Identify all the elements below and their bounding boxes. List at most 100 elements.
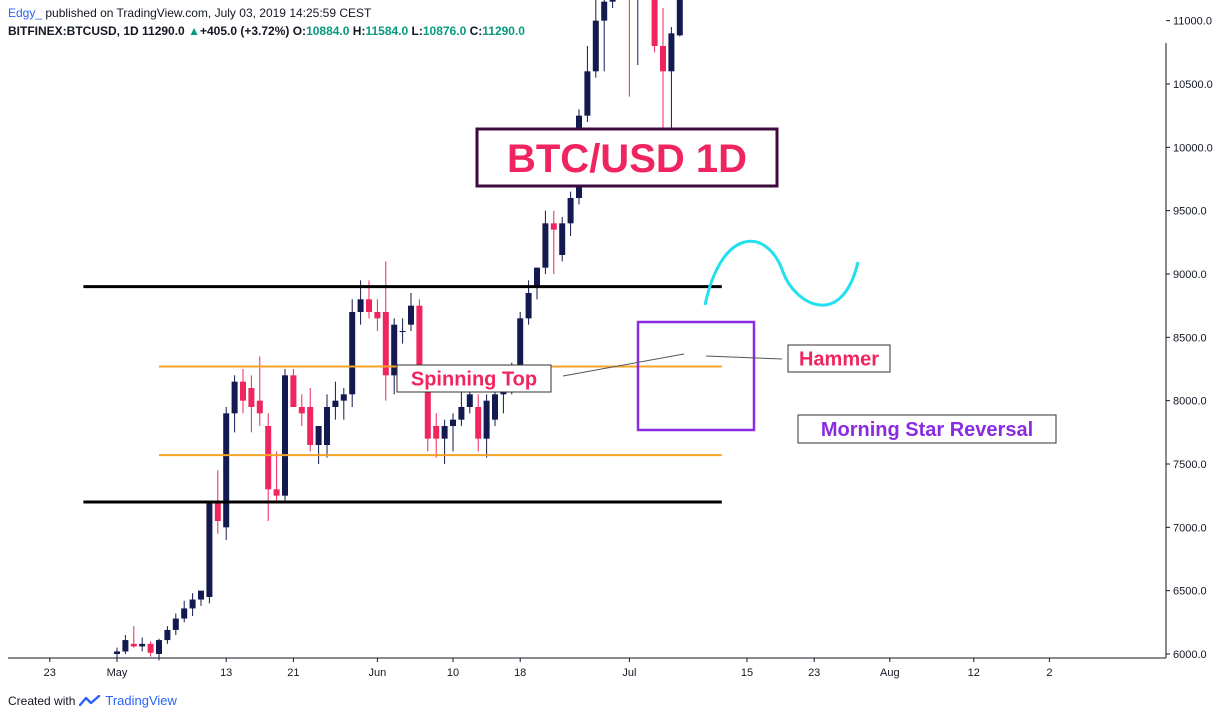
time-tick-label: 10 [447, 667, 459, 679]
candle-body [534, 267, 540, 287]
price-tick-label: 9000.0 [1173, 269, 1207, 281]
candle [181, 600, 188, 623]
candle-body [458, 406, 465, 420]
low-value: 10876.0 [422, 24, 467, 38]
candle-body [492, 394, 498, 420]
candle [273, 451, 280, 502]
candle [382, 261, 389, 401]
time-tick-label: 15 [741, 667, 753, 679]
candle-body [164, 629, 171, 641]
chart-header: Edgy_ published on TradingView.com, July… [8, 4, 525, 40]
time-tick-label: Jun [369, 667, 387, 679]
time-tick-label: 23 [44, 667, 56, 679]
spinning-top-label: Spinning Top [396, 364, 552, 393]
high-value: 11584.0 [365, 24, 409, 38]
time-tick-label: 13 [220, 667, 232, 679]
time-tick-label: 21 [287, 667, 299, 679]
candle [559, 216, 566, 262]
title-text: BTC/USD 1D [507, 137, 747, 181]
candle-body [214, 501, 221, 521]
hammer-label: Hammer [787, 344, 891, 373]
candle-body [475, 406, 482, 439]
candle-body [340, 394, 347, 401]
candle-body [130, 643, 137, 647]
candle [628, 0, 630, 97]
time-tick-label: Jul [622, 667, 636, 679]
candle-body [139, 643, 146, 647]
candle [592, 0, 599, 78]
candle-body [441, 425, 448, 439]
candle-body [231, 381, 238, 414]
candle-body [256, 400, 263, 414]
hammer-label-text: Hammer [799, 349, 879, 371]
morning-star-label-text: Morning Star Reversal [821, 419, 1033, 441]
candle [458, 387, 465, 426]
candle [332, 381, 339, 420]
annotations-layer: BTC/USD 1D Spinning Top Hammer Morning Star… [396, 127, 1057, 444]
time-tick-label: 12 [968, 667, 980, 679]
author-link[interactable]: Edgy_ [8, 6, 43, 20]
candle [156, 638, 162, 661]
price-tick-label: 9500.0 [1173, 206, 1207, 218]
candle-body [660, 45, 666, 72]
change-arrow-icon: ▲ [188, 24, 200, 38]
candle-body [391, 324, 398, 376]
candle-body [114, 651, 120, 654]
candle [248, 375, 255, 433]
low-label: L: [411, 24, 423, 38]
publish-line: Edgy_ published on TradingView.com, July… [8, 4, 525, 22]
spinning-top-connector [562, 353, 685, 377]
candle-body [282, 375, 288, 496]
symbol-line: BITFINEX:BTCUSD, 1D 11290.0 ▲+405.0 (+3.… [8, 22, 525, 40]
morning-star-box [636, 320, 756, 432]
candle [324, 394, 330, 458]
candles-layer [114, 0, 683, 661]
price-change: +405.0 (+3.72%) [199, 24, 290, 38]
candle-body [189, 599, 196, 609]
last-price: 11290.0 [142, 24, 185, 38]
candle [542, 210, 549, 274]
candle [198, 590, 204, 606]
candle-body [240, 381, 246, 401]
projection-wave [703, 239, 860, 307]
candle [256, 356, 263, 426]
candle-body [265, 425, 272, 490]
candle-body [399, 330, 406, 332]
tradingview-brand-link[interactable]: TradingView [105, 693, 177, 708]
chart-title: BTC/USD 1D [475, 127, 779, 188]
candle-body [366, 299, 372, 312]
candle-body [298, 406, 305, 414]
candle [147, 641, 154, 657]
candle-body [567, 197, 574, 224]
candle [651, 0, 658, 53]
price-tick-label: 6000.0 [1173, 649, 1207, 661]
candle [391, 318, 398, 395]
candle-body [416, 305, 423, 376]
publish-info: published on TradingView.com, July 03, 2… [45, 6, 372, 20]
candle [122, 634, 129, 654]
candle-body [466, 394, 473, 407]
candle-body [273, 489, 280, 496]
spinning-top-label-text: Spinning Top [411, 369, 537, 391]
close-label: C: [469, 24, 483, 38]
symbol-name[interactable]: BITFINEX:BTCUSD, 1D [8, 24, 139, 38]
open-label: O: [292, 24, 307, 38]
price-tick-label: 8500.0 [1173, 332, 1207, 344]
candle [290, 368, 297, 407]
candle-body [172, 618, 179, 630]
candle [164, 626, 171, 644]
candle-body [433, 425, 440, 439]
close-value: 11290.0 [482, 24, 525, 38]
title-box [475, 127, 779, 188]
candle [240, 368, 246, 414]
candle-body [584, 71, 591, 116]
spinning-top-label-box [396, 364, 552, 393]
price-tick-label: 10500.0 [1173, 79, 1213, 91]
candle-body [424, 381, 431, 439]
time-axis: 23 May 13 21 Jun 10 18 Jul 15 23 Aug 12 2 [8, 657, 1166, 679]
candle [550, 210, 557, 274]
candle [584, 45, 591, 122]
candle-body [223, 413, 230, 528]
candle [231, 375, 238, 433]
